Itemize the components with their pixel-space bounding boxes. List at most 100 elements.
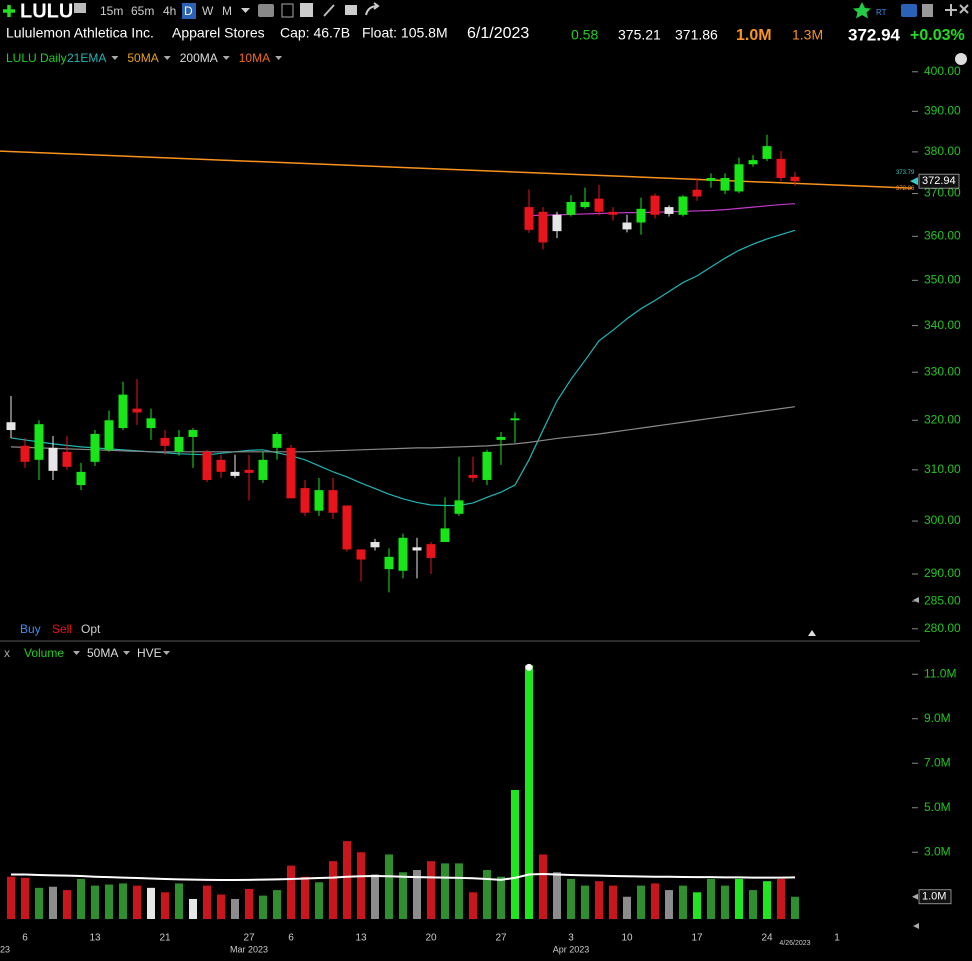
axes: 400.00 390.00 380.00 370.00 360.00 350.00 340.…	[0, 64, 961, 954]
volume-bar	[483, 870, 491, 919]
tool-icon[interactable]	[281, 3, 294, 18]
candle-body	[552, 214, 562, 232]
rt-icon[interactable]: RT	[876, 8, 887, 17]
price-marker-arrow	[910, 177, 918, 186]
x-tick-label: 6	[288, 933, 294, 944]
candle-body	[664, 207, 674, 214]
timeframe[interactable]: D	[184, 4, 193, 18]
timeframe[interactable]: 15m	[100, 4, 123, 18]
y-tick-label: 9.0M	[924, 711, 951, 725]
volume-bar	[245, 888, 253, 919]
symbol[interactable]: LULU	[20, 0, 73, 22]
tool-icon[interactable]	[323, 4, 335, 17]
high: 375.21	[618, 27, 661, 43]
candle-body	[160, 437, 170, 446]
volume-bar	[287, 865, 295, 919]
add-icon[interactable]	[3, 5, 15, 17]
x-tick-label: 27	[243, 933, 255, 944]
move-icon[interactable]	[945, 4, 957, 16]
indicator-label[interactable]: 200MA	[180, 51, 218, 65]
expand-arrow[interactable]	[808, 630, 816, 636]
indicator-label[interactable]: 10MA	[239, 51, 270, 65]
tool-icon[interactable]	[258, 4, 274, 17]
candle-body	[6, 422, 16, 431]
volume-bar	[511, 789, 519, 919]
indicator-label[interactable]: 21EMA	[67, 51, 106, 65]
last-date-label: 4/26/2023	[779, 940, 810, 947]
candle-body	[748, 160, 758, 165]
chart-icon[interactable]	[74, 3, 86, 13]
month-label: Apr 2023	[553, 944, 590, 954]
volume-bar	[371, 874, 379, 919]
s-icon[interactable]	[901, 4, 917, 17]
settings-icon[interactable]	[955, 53, 967, 65]
candle-body	[776, 158, 786, 179]
volume-bar	[763, 881, 771, 919]
x-tick-label: 24	[761, 933, 773, 944]
volume-bar	[301, 876, 309, 919]
candle-body	[342, 505, 352, 550]
tool-icon[interactable]	[300, 3, 313, 17]
trade-button[interactable]: Sell	[52, 622, 72, 636]
candle-body	[76, 471, 86, 486]
candle-body	[244, 469, 254, 473]
x-tick-label: 27	[495, 933, 507, 944]
price-plot	[0, 134, 912, 593]
industry: Apparel Stores	[172, 25, 265, 41]
hover-point	[525, 663, 533, 671]
volume-bar	[567, 878, 575, 919]
timeframe[interactable]: 65m	[131, 4, 154, 18]
volume-bar	[231, 898, 239, 919]
share-icon[interactable]	[365, 2, 380, 16]
y-tick-label: 285.00	[924, 593, 961, 607]
dropdown[interactable]	[73, 651, 80, 655]
indicator-label[interactable]: 50MA	[127, 51, 158, 65]
trade-button[interactable]: Buy	[20, 622, 41, 636]
dropdown[interactable]	[163, 651, 170, 655]
candle-body	[412, 547, 422, 551]
y-tick-label: 390.00	[924, 103, 961, 117]
y-tick-label: 280.00	[924, 621, 961, 635]
candle-body	[34, 424, 44, 460]
timeframe[interactable]: W	[202, 4, 214, 18]
volume-bar	[721, 885, 729, 919]
indicator-label[interactable]: HVE	[137, 646, 162, 660]
candle-body	[90, 433, 100, 462]
close-icon[interactable]	[959, 4, 969, 14]
low: 371.86	[675, 27, 718, 43]
last-volume-label: 1.0M	[922, 891, 946, 903]
close-pane[interactable]: x	[4, 646, 10, 660]
volume-bar	[175, 883, 183, 919]
change-pct: +0.03%	[910, 27, 965, 44]
dropdown[interactable]	[123, 651, 130, 655]
candle-body	[566, 202, 576, 215]
trade-button[interactable]: Opt	[81, 622, 101, 636]
volume-bar	[273, 890, 281, 919]
pane-title[interactable]: Volume	[24, 646, 64, 660]
y-tick-label: 5.0M	[924, 800, 951, 814]
indicator-label[interactable]: 50MA	[87, 646, 118, 660]
tool-icon[interactable]	[345, 5, 357, 15]
candle-body	[286, 447, 296, 499]
volume-bar	[147, 887, 155, 919]
timeframe-selected[interactable]	[182, 3, 196, 19]
volume-bar	[91, 885, 99, 919]
last-price: 372.94	[848, 25, 901, 44]
dropdown[interactable]	[241, 8, 250, 13]
candle-body	[650, 195, 660, 215]
volume-bar	[7, 876, 15, 919]
volume-bar	[189, 898, 197, 919]
save-icon[interactable]	[922, 4, 933, 17]
candle-body	[538, 211, 548, 243]
marker-label: 373.79	[896, 170, 915, 176]
y-tick-label: 290.00	[924, 566, 961, 580]
timeframe[interactable]: M	[222, 4, 232, 18]
timeframe[interactable]: 4h	[163, 4, 176, 18]
y-tick-label: 3.0M	[924, 844, 951, 858]
volume-bar	[735, 878, 743, 919]
pane-title[interactable]: LULU Daily	[6, 51, 67, 65]
star-icon[interactable]	[853, 2, 871, 19]
candle-body	[118, 394, 128, 429]
volume-bar	[791, 896, 799, 919]
volume-bar	[217, 894, 225, 919]
